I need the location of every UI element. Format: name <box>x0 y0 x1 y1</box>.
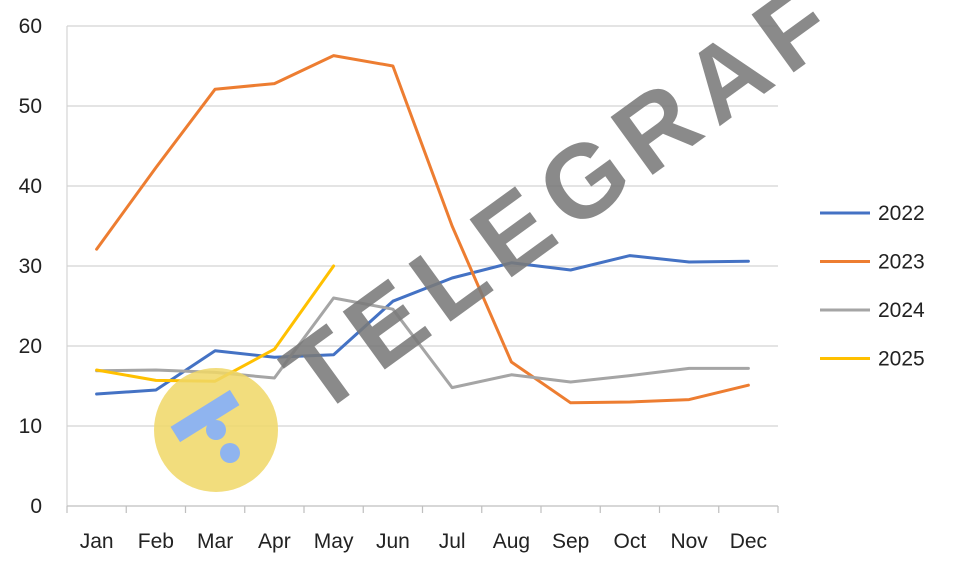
x-tick-label: Apr <box>258 530 291 553</box>
x-tick-label: Jan <box>80 530 114 553</box>
telegraf-watermark: TELEGRAF <box>154 0 863 492</box>
logo-dot <box>206 420 226 440</box>
legend-label-2025: 2025 <box>878 348 925 371</box>
legend-label-2024: 2024 <box>878 299 925 322</box>
y-tick-label: 10 <box>19 415 42 438</box>
legend-label-2023: 2023 <box>878 251 925 274</box>
x-tick-label: Jul <box>439 530 466 553</box>
logo-bar <box>170 389 240 443</box>
y-tick-label: 60 <box>19 15 42 38</box>
watermark-text: TELEGRAF <box>263 0 862 437</box>
series-line-2023 <box>95 54 750 405</box>
x-tick-label: Nov <box>670 530 708 553</box>
logo-dot <box>220 443 240 463</box>
y-tick-label: 0 <box>30 495 42 518</box>
y-tick-label: 30 <box>19 255 42 278</box>
x-tick-label: May <box>314 530 354 553</box>
x-tick-label: Oct <box>614 530 647 553</box>
x-tick-label: Sep <box>552 530 589 553</box>
legend-label-2022: 2022 <box>878 202 925 225</box>
y-tick-label: 50 <box>19 95 42 118</box>
x-tick-label: Jun <box>376 530 410 553</box>
x-tick-label: Feb <box>138 530 174 553</box>
x-axis: Jan Feb Mar Apr May Jun Jul Aug Sep Oct Nov Dec <box>66 505 779 553</box>
y-tick-label: 20 <box>19 335 42 358</box>
legend: 2022 2023 2024 2025 <box>820 202 925 371</box>
y-axis: 0 10 20 30 40 50 60 <box>19 15 68 518</box>
gridlines <box>67 25 778 427</box>
series-line-2022 <box>95 254 750 396</box>
x-tick-label: Mar <box>197 530 233 553</box>
y-tick-label: 40 <box>19 175 42 198</box>
x-tick-label: Aug <box>493 530 530 553</box>
telegraf-logo-icon <box>154 368 278 492</box>
x-tick-label: Dec <box>730 530 767 553</box>
